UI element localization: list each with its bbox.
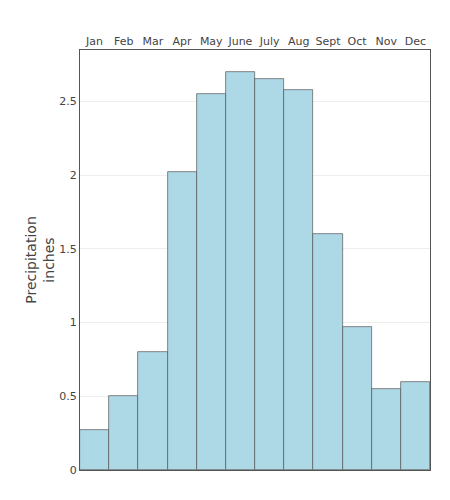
svg-text:Apr: Apr <box>173 35 193 48</box>
svg-text:June: June <box>227 35 252 48</box>
svg-text:1.5: 1.5 <box>59 243 77 256</box>
svg-text:Sept: Sept <box>315 35 341 48</box>
svg-text:2.5: 2.5 <box>59 95 77 108</box>
svg-text:0: 0 <box>70 464 77 477</box>
svg-text:2: 2 <box>70 169 77 182</box>
svg-text:Nov: Nov <box>376 35 398 48</box>
svg-text:Aug: Aug <box>288 35 309 48</box>
svg-text:Jan: Jan <box>85 35 103 48</box>
svg-text:May: May <box>200 35 223 48</box>
svg-text:Dec: Dec <box>405 35 426 48</box>
svg-text:Feb: Feb <box>114 35 133 48</box>
svg-text:Precipitationinches: Precipitationinches <box>23 216 57 304</box>
svg-text:Mar: Mar <box>143 35 164 48</box>
svg-text:Oct: Oct <box>348 35 368 48</box>
svg-text:0.5: 0.5 <box>59 390 77 403</box>
svg-text:July: July <box>259 35 280 48</box>
svg-text:1: 1 <box>70 316 77 329</box>
